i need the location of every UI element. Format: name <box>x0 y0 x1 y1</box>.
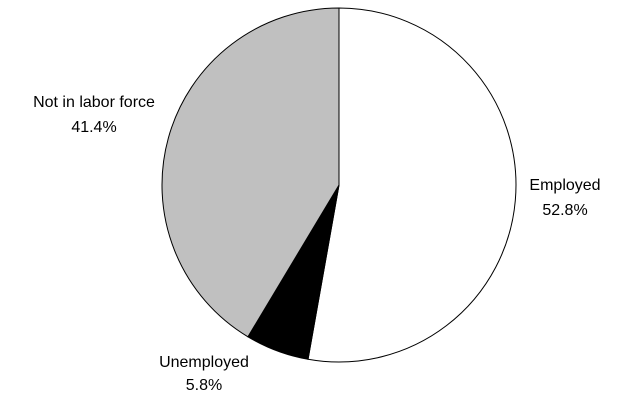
pie-slice-employed <box>307 7 517 363</box>
pie-labels: Employed 52.8% Unemployed 5.8% Not in labor … <box>33 94 601 394</box>
slice-label-not-in-labor-force: Not in labor force <box>33 94 155 111</box>
pie-slices <box>161 7 517 363</box>
pie-slice-not-in-labor-force <box>161 7 340 338</box>
slice-value-unemployed: 5.8% <box>186 377 222 394</box>
slice-label-employed: Employed <box>529 177 600 194</box>
slice-value-employed: 52.8% <box>542 202 587 219</box>
slice-label-unemployed: Unemployed <box>159 354 249 371</box>
slice-value-not-in-labor-force: 41.4% <box>71 119 116 136</box>
